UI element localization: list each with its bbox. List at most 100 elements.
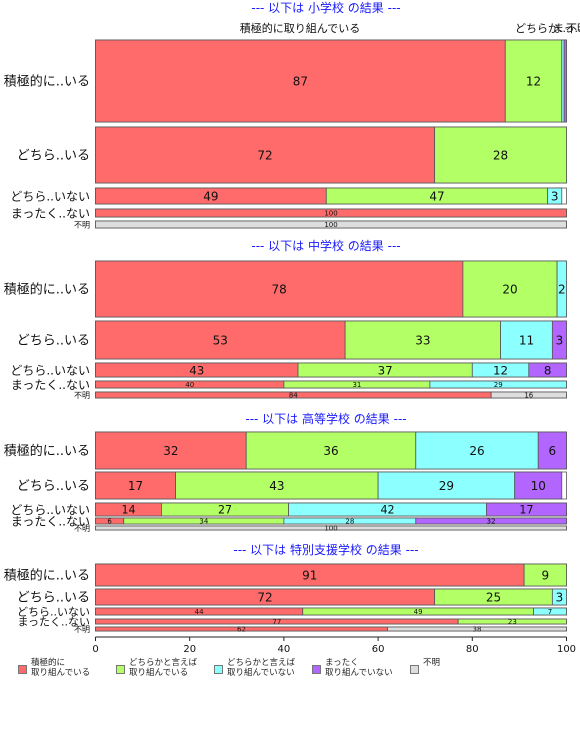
bar-segment (95, 431, 247, 470)
data-label: 100 (324, 210, 337, 218)
data-label: 9 (541, 568, 549, 582)
data-label: 33 (415, 333, 430, 347)
panel-title: --- 以下は 中学校 の結果 --- (251, 238, 400, 253)
data-label: 10 (531, 479, 546, 493)
row-label: 積極的に..いる (4, 282, 90, 298)
row-label: 不明 (74, 391, 90, 400)
data-label: 23 (508, 618, 517, 626)
panel: --- 以下は 中学校 の結果 --- 積極的に..いる 78 20 2 どちら..いる 5… (4, 238, 567, 400)
data-label: 12 (526, 74, 541, 88)
row-label: どちら..いる (17, 479, 90, 494)
x-tick-label: 20 (183, 644, 196, 655)
legend-swatch (312, 665, 321, 674)
bar-segment (344, 320, 501, 360)
bar-segment (95, 208, 567, 218)
panel: --- 以下は 小学校 の結果 --- 積極的に取り組んでいる どちらか...まっ.… (4, 0, 580, 229)
data-label: 44 (195, 608, 204, 616)
data-label: 31 (352, 381, 361, 389)
row-label: まったく..ない (11, 378, 90, 392)
data-label: 37 (378, 363, 393, 377)
row-label: 積極的に..いる (4, 443, 90, 459)
data-label: 8 (544, 363, 552, 377)
legend-swatch (214, 665, 223, 674)
bar-segment (547, 187, 563, 205)
data-label: 25 (486, 590, 501, 604)
row-label: 積極的に..いる (4, 568, 90, 584)
row-label: どちら..いない (10, 503, 90, 517)
data-label: 78 (272, 282, 287, 296)
x-tick-label: 80 (466, 644, 479, 655)
data-label: 42 (380, 503, 394, 516)
x-tick-label: 0 (92, 644, 98, 655)
data-label: 34 (199, 518, 208, 526)
bar-segment (95, 260, 464, 318)
bar-segment (551, 320, 567, 360)
data-label: 28 (493, 148, 508, 162)
data-label: 32 (487, 518, 496, 526)
data-label: 62 (237, 626, 246, 634)
row-label: どちら..いる (17, 591, 90, 606)
x-tick-label: 60 (372, 644, 385, 655)
data-label: 20 (502, 282, 517, 296)
data-label: 11 (519, 333, 534, 347)
panel-title: --- 以下は 高等学校 の結果 --- (245, 411, 406, 426)
data-label: 7 (548, 608, 552, 616)
bar-segment (434, 126, 567, 184)
row-label: まったく..ない (17, 615, 90, 628)
panel-title: --- 以下は 特別支援学校 の結果 --- (233, 542, 418, 557)
row-label: どちら..いる (17, 334, 90, 349)
data-label: 17 (128, 479, 143, 493)
bar-segment (556, 260, 567, 318)
data-label: 43 (189, 363, 204, 377)
data-label: 16 (524, 392, 533, 400)
data-label: 49 (203, 189, 218, 203)
bar-segment (563, 39, 567, 123)
panel-title: --- 以下は 小学校 の結果 --- (251, 0, 400, 15)
data-label: 17 (519, 503, 533, 516)
data-label: 53 (213, 333, 228, 347)
legend-label: どちらかと言えば 取り組んでいない (227, 658, 296, 678)
bar-segment (415, 431, 539, 470)
data-label: 6 (107, 518, 112, 526)
data-label: 84 (289, 392, 298, 400)
row-label: 不明 (74, 625, 90, 634)
bar-segment (537, 431, 567, 470)
data-label: 3 (551, 189, 559, 203)
data-label: 3 (556, 333, 564, 347)
bar-segment (95, 525, 567, 531)
bar-segment (457, 618, 567, 625)
bar-segment (500, 320, 553, 360)
data-label: 38 (473, 626, 482, 634)
bar-segment (486, 502, 567, 517)
legend-label: 不明 (423, 658, 441, 668)
data-label: 100 (324, 525, 337, 533)
row-label: まったく..ない (11, 206, 90, 220)
data-label: 14 (121, 503, 135, 516)
data-label: 32 (163, 444, 178, 458)
data-label: 6 (549, 444, 557, 458)
bar-segment (551, 588, 567, 606)
row-label: 積極的に..いる (4, 74, 90, 90)
legend-swatch (116, 665, 125, 674)
row-label: 不明 (74, 220, 90, 229)
data-label: 100 (324, 221, 337, 229)
data-label: 49 (414, 608, 423, 616)
legend-label: 積極的に 取り組んでいる (31, 658, 91, 678)
row-label: どちら..いる (17, 149, 90, 164)
bar-segment (95, 220, 567, 229)
bar-segment (95, 471, 176, 500)
bar-segment (514, 471, 563, 500)
top-category-label: まっ... (553, 22, 580, 35)
bar-segment (95, 39, 506, 123)
x-axis: 0 20 40 60 80 100 (92, 636, 576, 655)
data-label: 72 (257, 590, 272, 604)
data-label: 28 (345, 518, 354, 526)
top-category-label: どちらか... (515, 22, 570, 35)
data-label: 3 (556, 590, 564, 604)
row-label: どちら..いない (10, 363, 90, 377)
data-label: 91 (302, 568, 317, 582)
legend-label: まったく 取り組んでいない (325, 658, 393, 678)
data-label: 26 (469, 444, 484, 458)
legend-swatch (18, 665, 27, 674)
